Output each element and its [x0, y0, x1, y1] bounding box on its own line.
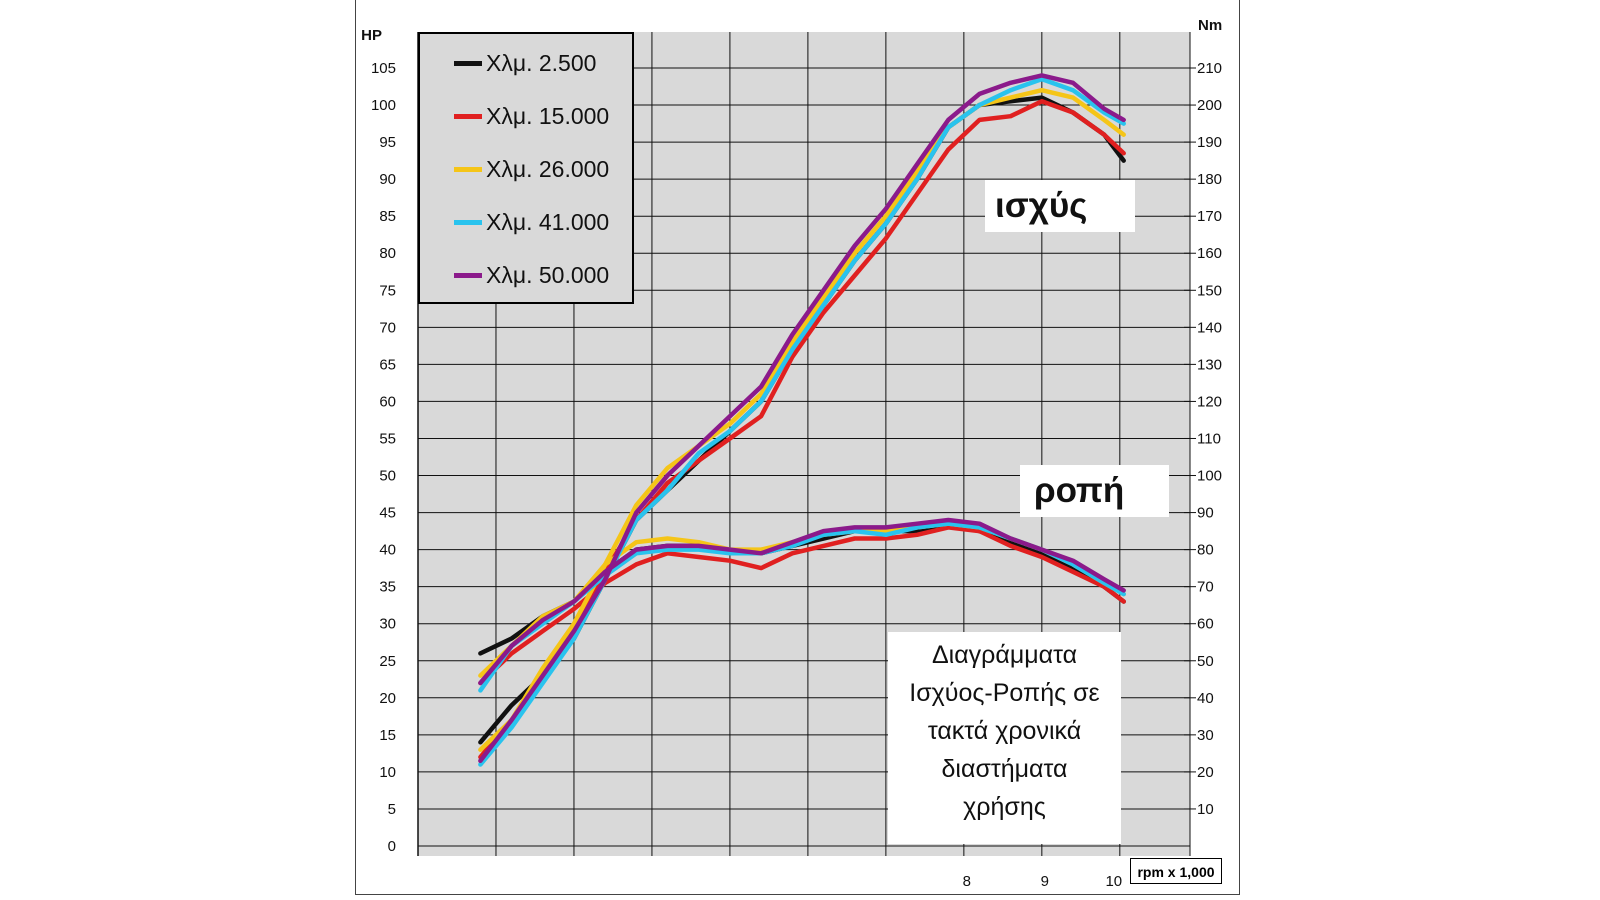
legend-label: Χλμ. 15.000	[486, 102, 610, 129]
legend-swatch	[454, 219, 482, 225]
y-tick-label-left: 90	[379, 171, 396, 188]
y-tick-label-right: 130	[1197, 356, 1222, 373]
y-tick-label-left: 5	[388, 801, 396, 818]
power-curve-label: ισχύς	[985, 180, 1135, 232]
legend-item: Χλμ. 50.000	[454, 260, 609, 290]
legend: Χλμ. 2.500 Χλμ. 15.000 Χλμ. 26.000 Χλμ. …	[418, 32, 634, 304]
y-tick-label-right: 120	[1197, 393, 1222, 410]
legend-item: Χλμ. 41.000	[454, 207, 609, 237]
legend-swatch	[454, 166, 482, 172]
y-tick-label-right: 80	[1197, 542, 1214, 559]
torque-curve-label: ροπή	[1020, 465, 1169, 517]
y-tick-label-left: 95	[379, 134, 396, 151]
power-series-line	[478, 73, 1126, 764]
power-series-line	[478, 87, 1126, 752]
y-tick-label-left: 60	[379, 393, 396, 410]
y-axis-label-right: Nm	[1198, 17, 1222, 34]
y-tick-label-right: 100	[1197, 468, 1222, 485]
y-tick-label-left: 15	[379, 727, 396, 744]
x-tick-label: 10	[1105, 873, 1122, 890]
legend-swatch	[454, 272, 482, 278]
legend-swatch	[454, 113, 482, 119]
note-line: χρήσης	[963, 793, 1046, 821]
note-line: διαστήματα	[941, 755, 1068, 783]
y-tick-label-right: 40	[1197, 690, 1214, 707]
y-tick-label-right: 190	[1197, 134, 1222, 151]
y-tick-label-right: 160	[1197, 245, 1222, 262]
y-axis-label-left: HP	[361, 27, 382, 44]
legend-label: Χλμ. 41.000	[486, 208, 610, 235]
chart-note: Διαγράμματα Ισχύος-Ροπής σε τακτά χρονικ…	[888, 632, 1121, 844]
y-tick-label-right: 170	[1197, 208, 1222, 225]
legend-swatch	[454, 60, 482, 66]
y-tick-label-left: 80	[379, 245, 396, 262]
y-tick-label-left: 50	[379, 468, 396, 485]
legend-label: Χλμ. 26.000	[486, 155, 610, 182]
legend-label: Χλμ. 2.500	[486, 49, 597, 76]
x-axis-label: rpm x 1,000	[1130, 858, 1222, 884]
y-tick-label-left: 105	[371, 60, 396, 77]
y-tick-label-right: 200	[1197, 97, 1222, 114]
y-tick-label-right: 60	[1197, 616, 1214, 633]
y-tick-label-left: 85	[379, 208, 396, 225]
y-tick-label-left: 55	[379, 430, 396, 447]
x-tick-label: 8	[963, 873, 971, 890]
y-tick-label-left: 75	[379, 282, 396, 299]
legend-item: Χλμ. 26.000	[454, 154, 609, 184]
y-tick-label-left: 20	[379, 690, 396, 707]
y-tick-label-left: 10	[379, 764, 396, 781]
y-tick-label-left: 65	[379, 356, 396, 373]
note-line: τακτά χρονικά	[927, 717, 1082, 745]
y-tick-label-left: 100	[371, 97, 396, 114]
y-tick-label-left: 40	[379, 542, 396, 559]
y-tick-label-right: 140	[1197, 319, 1222, 336]
note-line: Ισχύος-Ροπής σε	[909, 679, 1100, 707]
y-tick-label-left: 70	[379, 319, 396, 336]
y-tick-label-right: 70	[1197, 579, 1214, 596]
y-tick-label-right: 180	[1197, 171, 1222, 188]
y-tick-label-right: 90	[1197, 505, 1214, 522]
y-tick-label-left: 25	[379, 653, 396, 670]
y-tick-label-right: 10	[1197, 801, 1214, 818]
y-tick-label-right: 110	[1197, 430, 1221, 447]
legend-label: Χλμ. 50.000	[486, 261, 610, 288]
y-tick-label-right: 50	[1197, 653, 1214, 670]
y-tick-label-left: 35	[379, 579, 396, 596]
y-tick-label-left: 30	[379, 616, 396, 633]
torque-series-line	[478, 517, 1126, 686]
y-tick-label-right: 20	[1197, 764, 1214, 781]
y-tick-label-left: 45	[379, 505, 396, 522]
legend-item: Χλμ. 2.500	[454, 48, 596, 78]
y-tick-label-right: 150	[1197, 282, 1222, 299]
note-line: Διαγράμματα	[931, 641, 1078, 669]
x-tick-label: 9	[1041, 873, 1049, 890]
y-tick-label-right: 210	[1197, 60, 1222, 77]
legend-item: Χλμ. 15.000	[454, 101, 609, 131]
y-tick-label-right: 30	[1197, 727, 1214, 744]
y-tick-label-left: 0	[388, 838, 396, 855]
